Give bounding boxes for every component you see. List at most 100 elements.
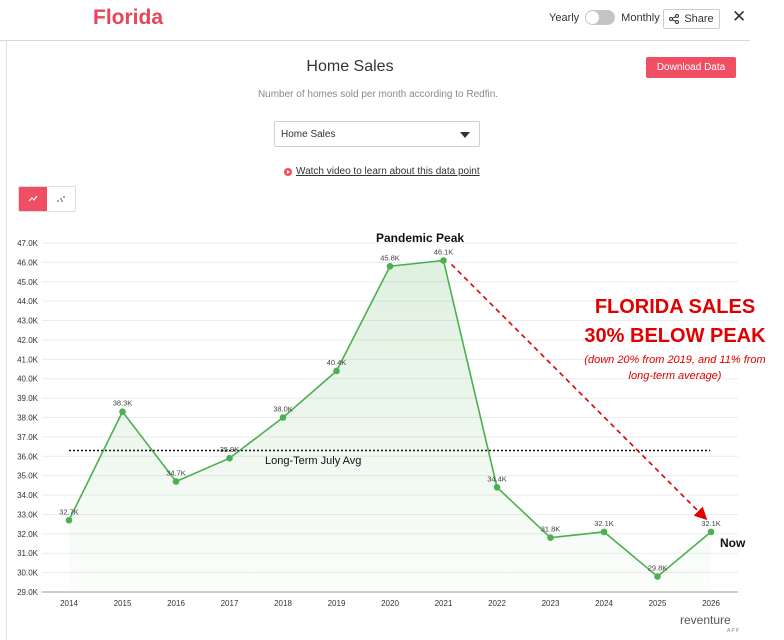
period-toggle[interactable]	[585, 10, 616, 25]
y-tick-label: 39.0K	[17, 394, 39, 403]
toggle-yearly-label[interactable]: Yearly	[549, 11, 580, 24]
data-label: 32.7K	[59, 507, 79, 516]
data-point	[119, 408, 126, 415]
y-tick-label: 29.0K	[17, 588, 39, 597]
y-tick-label: 44.0K	[17, 297, 39, 306]
line-chart-view-button[interactable]	[19, 187, 47, 211]
chart-panel	[6, 41, 751, 640]
data-point	[440, 257, 447, 264]
toggle-monthly-label[interactable]: Monthly	[621, 11, 660, 24]
y-tick-label: 32.0K	[17, 530, 39, 539]
y-tick-label: 35.0K	[17, 472, 39, 481]
video-link[interactable]: Watch video to learn about this data poi…	[284, 166, 480, 177]
data-label: 31.8K	[541, 525, 561, 534]
data-label: 40.4K	[327, 358, 347, 367]
metric-select-value: Home Sales	[281, 128, 336, 140]
y-tick-label: 40.0K	[17, 375, 39, 384]
data-label: 46.1K	[434, 247, 454, 256]
headline-1: FLORIDA SALES	[594, 296, 756, 318]
share-label: Share	[684, 13, 714, 25]
x-tick-label: 2016	[167, 599, 185, 608]
data-label: 29.8K	[648, 563, 668, 572]
chart-subtitle: Number of homes sold per month according…	[257, 89, 499, 100]
period-toggle-group: Yearly Monthly	[549, 10, 660, 25]
y-tick-label: 33.0K	[17, 510, 39, 519]
x-tick-label: 2020	[381, 599, 399, 608]
chevron-down-icon	[460, 132, 470, 138]
data-point	[65, 516, 73, 524]
data-label: 38.3K	[113, 399, 133, 408]
data-label: 34.7K	[166, 468, 186, 477]
top-bar: Florida Yearly Monthly Share ✕	[0, 0, 750, 41]
data-point	[226, 454, 233, 462]
x-tick-label: 2014	[60, 599, 78, 608]
y-tick-label: 41.0K	[17, 355, 39, 364]
toggle-knob	[586, 11, 600, 24]
scatter-view-button[interactable]	[47, 187, 75, 211]
x-tick-label: 2021	[435, 599, 453, 608]
close-icon[interactable]: ✕	[732, 7, 747, 26]
y-tick-label: 31.0K	[17, 549, 39, 558]
data-point	[279, 414, 287, 421]
data-point	[600, 528, 608, 536]
x-tick-label: 2025	[649, 599, 667, 608]
data-point	[386, 262, 394, 270]
now-label: Now	[720, 536, 746, 550]
headline-2: 30% BELOW PEAK	[584, 325, 766, 347]
x-tick-label: 2018	[274, 599, 292, 608]
y-tick-label: 46.0K	[17, 258, 39, 267]
video-link-label: Watch video to learn about this data poi…	[296, 166, 480, 177]
y-tick-label: 45.0K	[17, 278, 39, 287]
line-chart-icon	[28, 195, 38, 202]
play-icon	[284, 167, 292, 176]
data-point	[547, 534, 554, 542]
y-tick-label: 38.0K	[17, 414, 39, 423]
note-line-2: long-term average)	[628, 370, 722, 382]
y-tick-label: 42.0K	[17, 336, 39, 345]
x-tick-label: 2023	[542, 599, 560, 608]
share-button[interactable]: Share	[663, 9, 720, 29]
data-label: 32.1K	[594, 519, 614, 528]
data-point	[707, 528, 715, 536]
share-icon	[669, 14, 680, 24]
data-label: 45.8K	[380, 253, 400, 262]
data-point	[493, 484, 501, 491]
metric-select[interactable]: Home Sales	[274, 121, 480, 147]
x-tick-label: 2017	[221, 599, 239, 608]
data-label: 35.9K	[220, 445, 240, 454]
y-tick-label: 36.0K	[17, 452, 39, 461]
data-point	[333, 367, 340, 375]
reventure-logo: reventure	[680, 613, 731, 627]
data-label: 38.0K	[273, 405, 293, 414]
y-tick-label: 43.0K	[17, 317, 39, 326]
page-title: Florida	[93, 6, 164, 29]
reventure-logo-sub: APP	[727, 628, 741, 634]
pandemic-peak-label: Pandemic Peak	[376, 231, 465, 245]
y-tick-label: 34.0K	[17, 491, 39, 500]
x-tick-label: 2026	[702, 599, 720, 608]
data-label: 34.4K	[487, 474, 507, 483]
data-point	[654, 573, 661, 580]
y-tick-label: 30.0K	[17, 569, 39, 578]
x-tick-label: 2015	[114, 599, 132, 608]
download-data-button[interactable]: Download Data	[646, 57, 736, 78]
x-axis: 2014 2015 2016 2017 2018 2019 2020 2021 2022 2023…	[60, 599, 720, 608]
scatter-icon	[57, 196, 65, 202]
note-line-1: (down 20% from 2019, and 11% from	[584, 354, 766, 366]
y-tick-label: 37.0K	[17, 433, 39, 442]
data-labels: 32.7K 38.3K 34.7K 35.9K 38.0K 40.4K 45.8K 46.1K…	[59, 247, 721, 572]
data-point	[172, 478, 180, 485]
data-label: 32.1K	[701, 519, 721, 528]
x-tick-label: 2019	[328, 599, 346, 608]
long-term-avg-label: Long-Term July Avg	[265, 455, 362, 467]
chart-view-toggle	[18, 186, 76, 212]
y-tick-label: 47.0K	[17, 239, 39, 248]
data-points	[65, 257, 715, 580]
chart-area-fill	[69, 260, 711, 592]
peak-to-now-arrow	[450, 263, 708, 521]
x-tick-label: 2024	[595, 599, 613, 608]
x-tick-label: 2022	[488, 599, 506, 608]
y-axis: 29.0K 30.0K 31.0K 32.0K 33.0K 34.0K 35.0K 36.0K…	[17, 239, 39, 597]
chart-heading: Home Sales	[306, 58, 394, 75]
